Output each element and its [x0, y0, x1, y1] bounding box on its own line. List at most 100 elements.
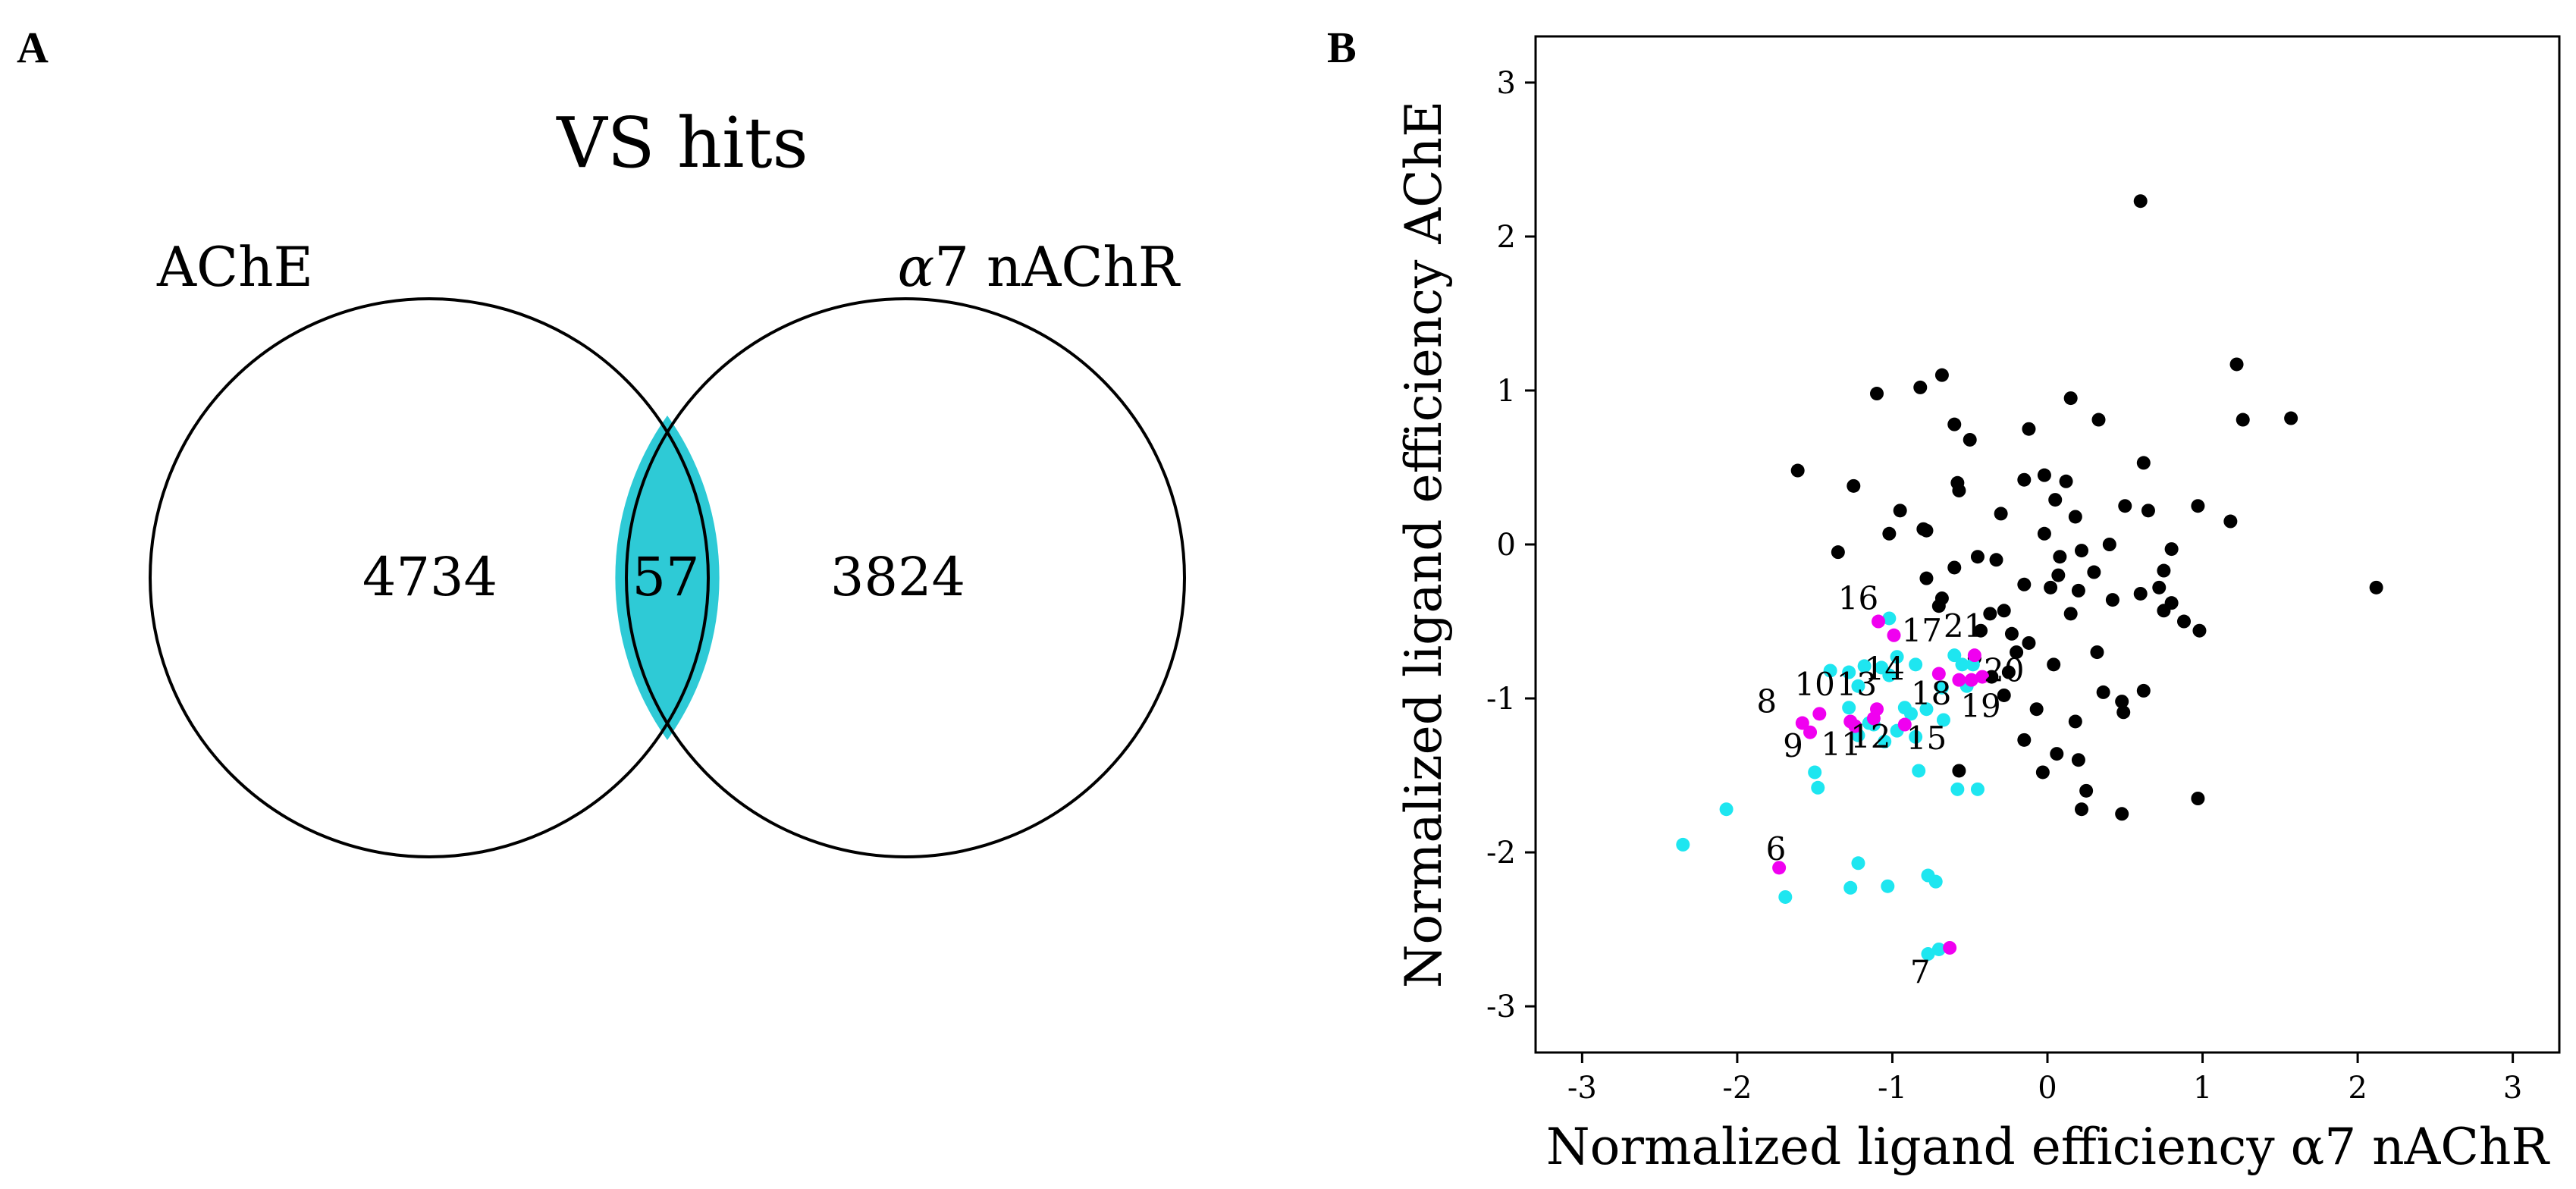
data-point	[1919, 571, 1934, 585]
data-point	[2035, 765, 2050, 780]
data-point	[2001, 665, 2016, 679]
data-point	[2236, 413, 2250, 427]
plot-frame	[1534, 35, 2561, 1054]
data-point	[2087, 565, 2101, 579]
data-point	[2133, 194, 2148, 209]
data-point	[1842, 665, 1856, 679]
compound-label: 11	[1821, 726, 1861, 763]
data-point	[2191, 499, 2205, 513]
data-point	[2096, 685, 2110, 699]
data-point	[2017, 577, 2032, 591]
panel-b-label: B	[1327, 23, 1357, 72]
x-axis-ticks: -3 -2 -1 0 1 2 3	[1567, 1053, 2522, 1106]
data-point	[2048, 493, 2063, 507]
x-tick-label: 2	[2348, 1071, 2367, 1106]
compound-label: 8	[1756, 682, 1777, 720]
y-tick-label: 3	[1497, 66, 1516, 101]
data-point	[2044, 580, 2058, 594]
x-tick-label: 0	[2038, 1071, 2057, 1106]
data-point	[2164, 542, 2179, 557]
data-point	[1947, 417, 1962, 431]
data-point	[1909, 729, 1923, 744]
data-point	[1955, 657, 1969, 672]
data-point	[1803, 725, 1818, 739]
data-point	[2037, 468, 2051, 482]
compound-label: 6	[1766, 830, 1787, 867]
data-point	[1719, 802, 1734, 817]
compound-label: 18	[1911, 675, 1951, 712]
venn-right-count: 3824	[830, 546, 965, 608]
data-point	[1997, 688, 2011, 702]
data-point	[2029, 702, 2044, 717]
data-point	[1881, 879, 1895, 893]
data-point	[1947, 648, 1962, 663]
x-tick-label: -3	[1567, 1071, 1597, 1106]
data-point	[2157, 604, 2171, 618]
data-point	[1893, 504, 1907, 518]
data-point	[2133, 586, 2148, 601]
data-point	[1772, 861, 1787, 875]
y-tick-label: 2	[1497, 220, 1516, 255]
compound-label: 20	[1984, 652, 2024, 689]
data-point	[2091, 413, 2106, 427]
data-point	[2152, 580, 2167, 594]
data-point	[1676, 837, 1690, 852]
data-point	[1842, 701, 1856, 715]
data-point	[2075, 544, 2088, 558]
data-point	[1974, 623, 1988, 638]
data-point	[1936, 713, 1950, 727]
venn-left-label: AChE	[156, 235, 313, 299]
data-point	[2369, 580, 2383, 594]
data-point	[2090, 645, 2104, 660]
data-point	[2102, 538, 2116, 551]
compound-label: 7	[1910, 954, 1931, 991]
data-point	[2047, 657, 2061, 672]
data-point	[1823, 664, 1837, 678]
data-point	[1934, 680, 1949, 695]
venn-right-label-rest: 7 nAChR	[934, 235, 1181, 299]
venn-overlap-region	[615, 416, 720, 740]
data-point	[1952, 673, 1966, 687]
data-point	[1934, 368, 1949, 382]
data-point	[2071, 753, 2085, 767]
venn-overlap-count: 57	[632, 546, 699, 608]
data-point	[1848, 719, 1862, 733]
data-point	[1795, 716, 1809, 730]
data-point	[1931, 942, 1946, 956]
x-tick-label: -1	[1878, 1071, 1907, 1106]
data-point	[2191, 792, 2205, 805]
data-point	[1931, 599, 1946, 613]
data-point	[1897, 717, 1912, 732]
series-other-hits	[1790, 194, 2383, 821]
data-point	[1887, 628, 1901, 642]
data-point	[2136, 683, 2151, 698]
compound-label: 9	[1783, 727, 1803, 764]
data-point	[1928, 874, 1943, 889]
venn-diagram: 4734 57 3824	[149, 297, 1186, 858]
data-point	[1890, 650, 1904, 664]
data-point	[2022, 422, 2036, 436]
compound-label: 13	[1837, 666, 1877, 703]
data-point	[1909, 657, 1923, 672]
data-point	[1989, 553, 2003, 567]
data-point	[2141, 504, 2155, 518]
data-point	[1811, 780, 1825, 795]
data-point	[2053, 550, 2067, 564]
y-tick-label: 0	[1497, 528, 1516, 563]
compound-label: 14	[1865, 651, 1905, 688]
data-point	[2079, 783, 2094, 798]
x-tick-label: 3	[2503, 1071, 2522, 1106]
venn-right-circle	[625, 297, 1186, 858]
data-point	[2010, 645, 2024, 660]
data-point	[2118, 499, 2132, 513]
y-tick-label: -3	[1486, 990, 1516, 1024]
data-point	[2068, 714, 2082, 729]
data-point	[1857, 659, 1872, 673]
data-point	[2050, 747, 2064, 761]
data-point	[2017, 472, 2032, 487]
data-point	[2177, 614, 2191, 629]
series-highlight-hits	[1676, 611, 1985, 962]
data-point	[1950, 782, 1965, 796]
